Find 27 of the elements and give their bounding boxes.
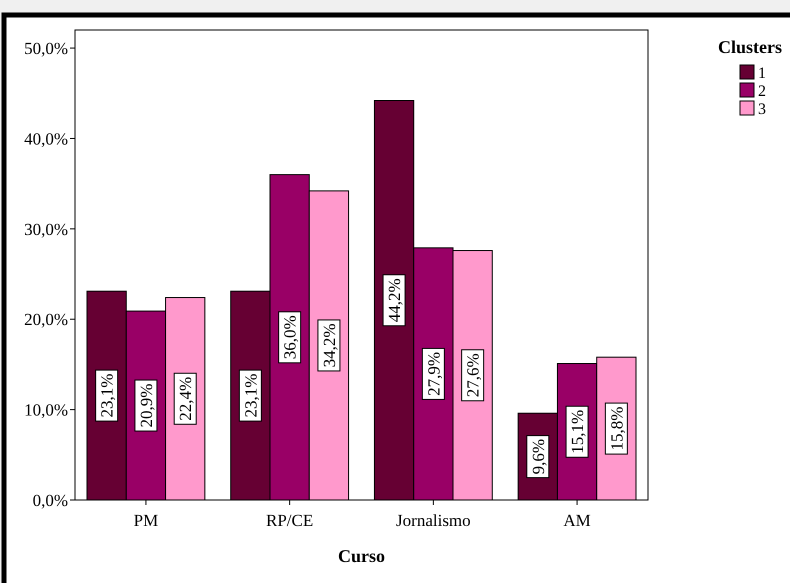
data-label: 22,4% [176, 376, 196, 421]
x-axis-title: Curso [338, 546, 386, 566]
data-label: 27,9% [424, 352, 444, 396]
data-label: 23,1% [241, 374, 260, 418]
y-tick-label: 10,0% [24, 400, 68, 420]
legend-label: 1 [758, 65, 766, 82]
data-label: 44,2% [385, 278, 404, 322]
x-tick-label: AM [563, 511, 591, 530]
x-tick-label: Jornalismo [396, 511, 471, 530]
data-label: 27,6% [464, 353, 483, 398]
data-label: 20,9% [136, 384, 156, 428]
data-label: 23,1% [98, 374, 117, 418]
x-tick-label: RP/CE [266, 511, 314, 530]
y-tick-label: 50,0% [24, 39, 68, 58]
legend-title: Clusters [718, 37, 782, 57]
data-label: 36,0% [280, 315, 300, 360]
legend-label: 3 [758, 101, 766, 118]
data-label: 34,2% [320, 323, 339, 368]
legend-label: 2 [758, 83, 766, 100]
data-label: 9,6% [528, 438, 548, 474]
y-tick-label: 20,0% [24, 310, 68, 330]
data-label: 15,1% [568, 410, 588, 454]
y-tick-label: 0,0% [32, 491, 68, 510]
x-tick-label: PM [134, 511, 158, 530]
data-label: 15,8% [607, 406, 626, 451]
y-tick-label: 40,0% [24, 129, 68, 148]
y-tick-label: 30,0% [24, 220, 68, 239]
